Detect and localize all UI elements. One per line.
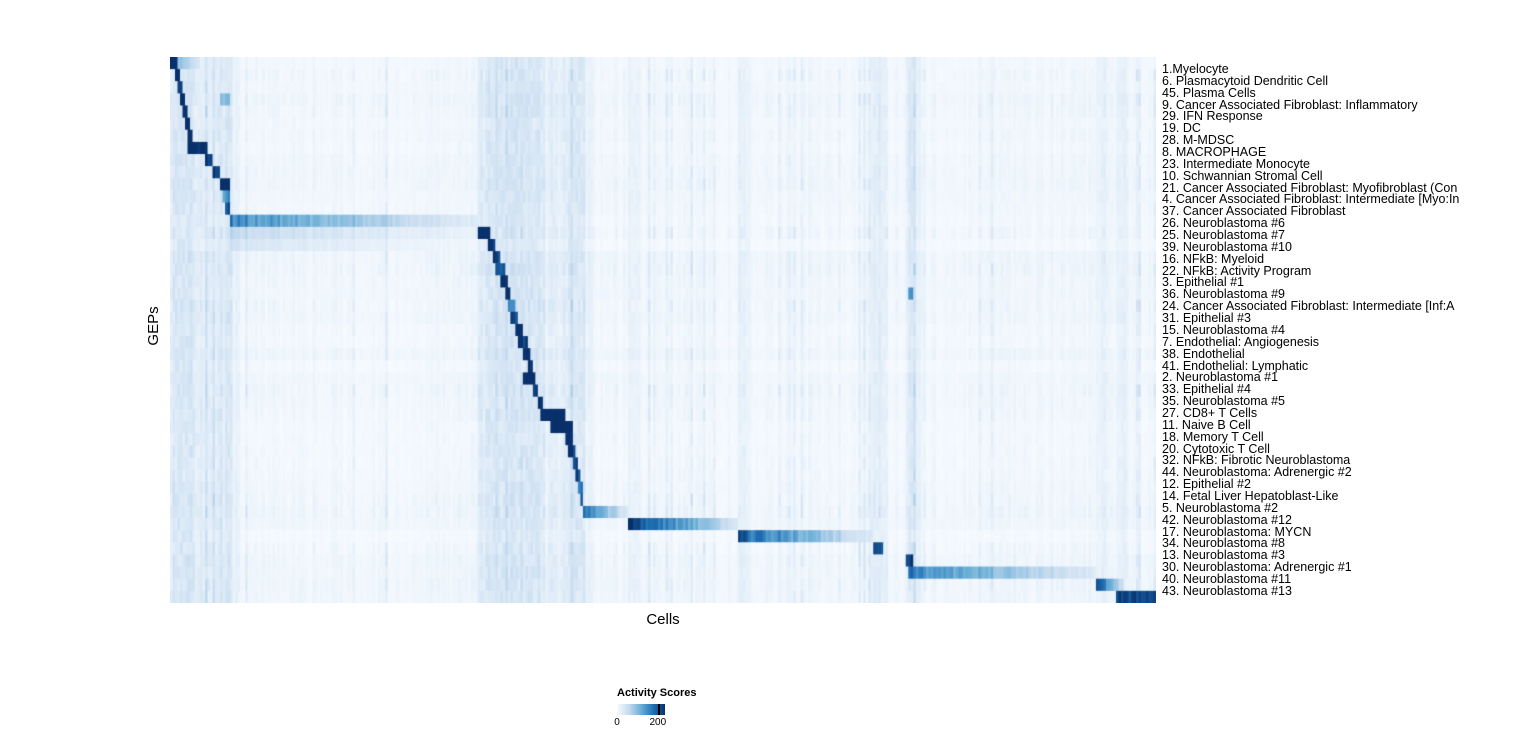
row-label: 24. Cancer Associated Fibroblast: Interm…	[1162, 299, 1455, 314]
row-label: 26. Neuroblastoma #6	[1162, 216, 1285, 231]
row-label: 30. Neuroblastoma: Adrenergic #1	[1162, 560, 1352, 575]
legend-colorbar	[617, 704, 665, 715]
row-label: 33. Epithelial #4	[1162, 382, 1251, 397]
row-label: 41. Endothelial: Lymphatic	[1162, 358, 1309, 373]
row-label: 40. Neuroblastoma #11	[1162, 571, 1292, 586]
row-label: 13. Neuroblastoma #3	[1162, 548, 1285, 563]
legend-title: Activity Scores	[617, 687, 697, 699]
row-label: 3. Epithelial #1	[1162, 275, 1245, 290]
row-label: 9. Cancer Associated Fibroblast: Inflamm…	[1162, 97, 1418, 112]
legend: Activity Scores 0 200	[614, 687, 737, 729]
row-label: 42. Neuroblastoma #12	[1162, 512, 1292, 527]
row-label: 17. Neuroblastoma: MYCN	[1162, 524, 1312, 539]
row-label: 39. Neuroblastoma #10	[1162, 239, 1292, 254]
row-label: 28. M-MDSC	[1162, 133, 1235, 148]
row-label: 18. Memory T Cell	[1162, 429, 1264, 444]
row-label: 10. Schwannian Stromal Cell	[1162, 168, 1323, 183]
y-axis-label: GEPs	[145, 306, 162, 346]
row-label: 43. Neuroblastoma #13	[1162, 583, 1292, 598]
legend-tick-200	[657, 704, 660, 715]
row-label: 25. Neuroblastoma #7	[1162, 228, 1285, 243]
row-label: 45. Plasma Cells	[1162, 85, 1256, 100]
row-label: 22. NFkB: Activity Program	[1162, 263, 1312, 278]
row-label: 2. Neuroblastoma #1	[1162, 370, 1279, 385]
row-label: 1.Myelocyte	[1162, 62, 1229, 76]
row-label: 32. NFkB: Fibrotic Neuroblastoma	[1162, 453, 1351, 468]
row-label: 16. NFkB: Myeloid	[1162, 251, 1265, 266]
legend-tick-labels: 0 200	[614, 717, 667, 729]
x-axis-label: Cells	[646, 611, 680, 628]
row-label: 7. Endothelial: Angiogenesis	[1162, 334, 1320, 349]
row-label: 14. Fetal Liver Hepatoblast-Like	[1162, 488, 1339, 503]
row-label: 8. MACROPHAGE	[1162, 145, 1267, 160]
row-label: 35. Neuroblastoma #5	[1162, 394, 1285, 409]
row-label: 11. Naive B Cell	[1162, 417, 1251, 432]
legend-tick-label-max: 200	[649, 717, 667, 728]
row-labels: 1.Myelocyte 6. Plasmacytoid Dendritic Cel…	[1160, 57, 1540, 609]
row-label: 34. Neuroblastoma #8	[1162, 536, 1285, 551]
row-label: 21. Cancer Associated Fibroblast: Myofib…	[1162, 180, 1458, 195]
row-label: 19. DC	[1162, 121, 1201, 136]
row-label: 15. Neuroblastoma #4	[1162, 322, 1285, 337]
legend-tick-label-min: 0	[614, 717, 620, 728]
row-label: 23. Intermediate Monocyte	[1162, 156, 1310, 171]
row-label: 20. Cytotoxic T Cell	[1162, 441, 1270, 456]
row-label: 4. Cancer Associated Fibroblast: Interme…	[1162, 192, 1460, 207]
row-label: 29. IFN Response	[1162, 109, 1263, 124]
row-label: 36. Neuroblastoma #9	[1162, 287, 1285, 302]
row-label: 5. Neuroblastoma #2	[1162, 500, 1279, 515]
row-label: 38. Endothelial	[1162, 346, 1245, 361]
row-label: 44. Neuroblastoma: Adrenergic #2	[1162, 465, 1352, 480]
heatmap-canvas	[170, 57, 1156, 603]
row-label: 6. Plasmacytoid Dendritic Cell	[1162, 73, 1329, 88]
row-label: 37. Cancer Associated Fibroblast	[1162, 204, 1346, 219]
row-label: 27. CD8+ T Cells	[1162, 405, 1258, 420]
row-label: 31. Epithelial #3	[1162, 311, 1251, 326]
row-label: 12. Epithelial #2	[1162, 477, 1251, 492]
